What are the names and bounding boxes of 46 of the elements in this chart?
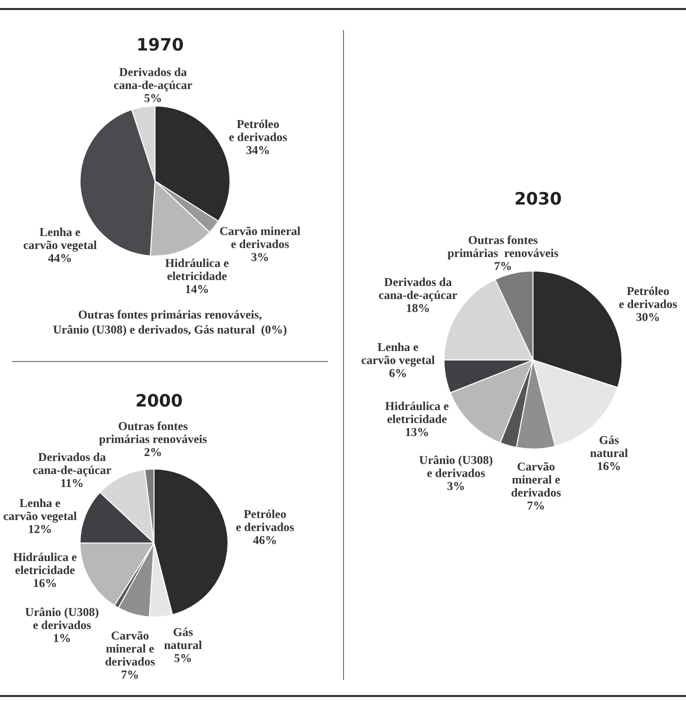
data-label: 46%: [253, 533, 277, 547]
slice-label: Urânio (U308) e derivados: [25, 605, 99, 632]
slice-label: Hidráulica e eletricidade: [13, 550, 78, 577]
chart-title: 2000: [135, 392, 183, 412]
slice-label: Gás natural: [164, 625, 203, 652]
slice-label: Carvão mineral e derivados: [220, 224, 302, 251]
slice-label: Gás natural: [590, 433, 629, 460]
slice-label: Derivados da cana-de-açúcar: [32, 450, 112, 477]
slice-label: Petróleo e derivados: [618, 284, 678, 311]
data-label: 5%: [144, 91, 162, 105]
data-label: 11%: [60, 476, 84, 490]
slice-label: Petróleo e derivados: [228, 117, 288, 144]
data-label: 30%: [636, 310, 660, 324]
slice-label: Carvão mineral e derivados: [510, 460, 562, 500]
slice-label: Derivados da cana-de-açúcar: [378, 275, 458, 302]
text: Outras fontes primárias renováveis, Urânio (U308) e derivados, Gás natural (0%): [53, 308, 287, 336]
data-label: 13%: [405, 425, 429, 439]
slice-label: Hidráulica e eletricidade: [385, 399, 450, 426]
data-label: 14%: [185, 282, 209, 296]
slice-label: Petróleo e derivados: [236, 507, 294, 534]
slice-label: Urânio (U308) e derivados: [419, 453, 493, 480]
data-label: 34%: [246, 143, 270, 157]
data-label: 12%: [28, 522, 52, 536]
slice-label: Hidráulica e eletricidade: [165, 256, 230, 283]
data-label: 16%: [597, 459, 621, 473]
data-label: 5%: [174, 651, 192, 665]
data-label: 7%: [494, 259, 512, 273]
slice-label: Lenha e carvão vegetal: [361, 340, 436, 367]
data-label: 6%: [389, 366, 407, 380]
data-label: 7%: [527, 498, 545, 512]
slice-label: Derivados da cana-de-açúcar: [114, 65, 193, 92]
data-label: 3%: [447, 479, 465, 493]
slice-label: Lenha e carvão vegetal: [23, 225, 98, 252]
data-label: 44%: [48, 251, 72, 265]
slice-label: Outras fontes primárias renováveis: [447, 233, 559, 260]
data-label: 1%: [53, 631, 71, 645]
slice-label: Lenha e carvão vegetal: [3, 496, 78, 523]
slice-label: Carvão mineral e derivados: [104, 628, 156, 668]
data-label: 16%: [33, 576, 57, 590]
data-label: 2%: [144, 445, 162, 459]
data-label: 7%: [121, 668, 139, 682]
chart-title: 2030: [514, 190, 562, 210]
data-label: 3%: [251, 250, 269, 264]
slice-label: Outras fontes primárias renováveis: [98, 419, 208, 446]
data-label: 18%: [406, 301, 430, 315]
chart-title: 1970: [136, 36, 184, 56]
